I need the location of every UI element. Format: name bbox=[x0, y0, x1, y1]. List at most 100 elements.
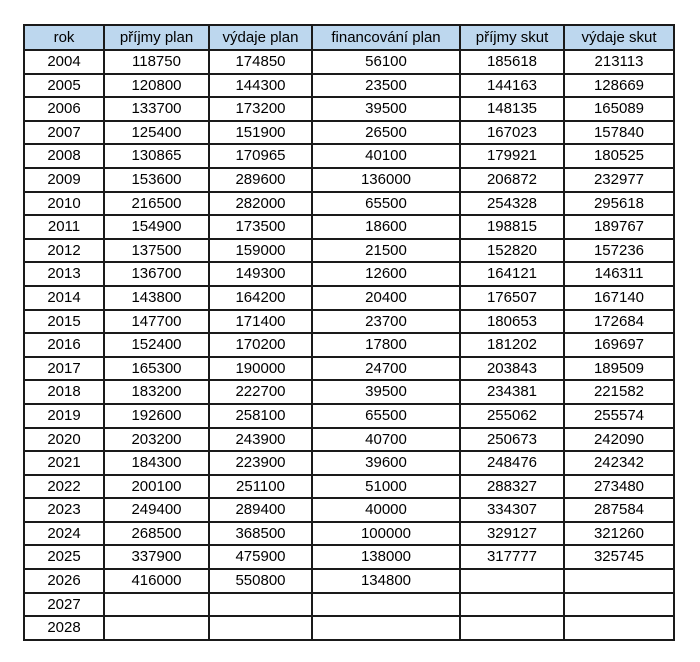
cell-financovani-plan: 23700 bbox=[311, 308, 461, 335]
header-row: rok příjmy plan výdaje plan financování … bbox=[23, 24, 675, 51]
cell-vydaje-skut: 189767 bbox=[563, 214, 675, 240]
cell-financovani-plan: 40700 bbox=[311, 426, 461, 453]
cell-prijmy-plan: 133700 bbox=[103, 96, 210, 122]
cell-vydaje-skut: 189509 bbox=[563, 355, 675, 382]
table-row: 2006 133700 173200 39500 148135 165089 bbox=[23, 96, 675, 122]
cell-vydaje-skut: 232977 bbox=[563, 166, 675, 193]
budget-table: rok příjmy plan výdaje plan financování … bbox=[23, 24, 675, 641]
cell-vydaje-skut: 167140 bbox=[563, 284, 675, 311]
cell-financovani-plan bbox=[311, 615, 461, 641]
cell-prijmy-skut bbox=[459, 591, 565, 618]
cell-prijmy-skut: 144163 bbox=[459, 72, 565, 99]
cell-prijmy-skut: 334307 bbox=[459, 497, 565, 523]
cell-prijmy-plan: 249400 bbox=[103, 497, 210, 523]
cell-prijmy-plan: 203200 bbox=[103, 426, 210, 453]
cell-vydaje-plan: 173500 bbox=[208, 214, 313, 240]
cell-vydaje-skut bbox=[563, 615, 675, 641]
cell-vydaje-plan: 258100 bbox=[208, 402, 313, 429]
cell-prijmy-plan: 337900 bbox=[103, 544, 210, 571]
cell-vydaje-skut: 273480 bbox=[563, 473, 675, 500]
cell-prijmy-plan: 136700 bbox=[103, 261, 210, 287]
column-header-vydaje-plan: výdaje plan bbox=[208, 24, 313, 51]
cell-vydaje-plan: 170965 bbox=[208, 143, 313, 169]
cell-prijmy-skut: 317777 bbox=[459, 544, 565, 571]
cell-prijmy-skut: 198815 bbox=[459, 214, 565, 240]
cell-vydaje-skut: 213113 bbox=[563, 49, 675, 75]
cell-financovani-plan: 17800 bbox=[311, 332, 461, 358]
cell-rok: 2021 bbox=[23, 450, 105, 476]
cell-prijmy-skut bbox=[459, 615, 565, 641]
cell-vydaje-plan: 159000 bbox=[208, 237, 313, 264]
table-row: 2014 143800 164200 20400 176507 167140 bbox=[23, 284, 675, 311]
cell-prijmy-plan: 183200 bbox=[103, 379, 210, 405]
cell-vydaje-plan: 171400 bbox=[208, 308, 313, 335]
cell-prijmy-plan: 125400 bbox=[103, 119, 210, 146]
cell-prijmy-skut: 255062 bbox=[459, 402, 565, 429]
column-header-prijmy-skut: příjmy skut bbox=[459, 24, 565, 51]
cell-prijmy-plan: 184300 bbox=[103, 450, 210, 476]
cell-prijmy-skut bbox=[459, 568, 565, 594]
cell-prijmy-plan: 216500 bbox=[103, 190, 210, 217]
budget-table-container: rok příjmy plan výdaje plan financování … bbox=[23, 24, 675, 641]
cell-prijmy-plan: 268500 bbox=[103, 520, 210, 547]
cell-financovani-plan: 65500 bbox=[311, 402, 461, 429]
cell-vydaje-plan: 164200 bbox=[208, 284, 313, 311]
table-row: 2009 153600 289600 136000 206872 232977 bbox=[23, 166, 675, 193]
cell-rok: 2018 bbox=[23, 379, 105, 405]
table-row: 2026 416000 550800 134800 bbox=[23, 568, 675, 594]
cell-vydaje-skut: 325745 bbox=[563, 544, 675, 571]
cell-financovani-plan: 23500 bbox=[311, 72, 461, 99]
cell-rok: 2027 bbox=[23, 591, 105, 618]
cell-prijmy-skut: 167023 bbox=[459, 119, 565, 146]
cell-vydaje-plan: 251100 bbox=[208, 473, 313, 500]
table-row: 2021 184300 223900 39600 248476 242342 bbox=[23, 450, 675, 476]
cell-prijmy-skut: 203843 bbox=[459, 355, 565, 382]
cell-prijmy-skut: 185618 bbox=[459, 49, 565, 75]
cell-prijmy-skut: 254328 bbox=[459, 190, 565, 217]
cell-financovani-plan bbox=[311, 591, 461, 618]
cell-rok: 2023 bbox=[23, 497, 105, 523]
table-row: 2011 154900 173500 18600 198815 189767 bbox=[23, 214, 675, 240]
cell-vydaje-plan: 243900 bbox=[208, 426, 313, 453]
table-header: rok příjmy plan výdaje plan financování … bbox=[23, 24, 675, 51]
cell-financovani-plan: 40000 bbox=[311, 497, 461, 523]
table-row: 2016 152400 170200 17800 181202 169697 bbox=[23, 332, 675, 358]
cell-financovani-plan: 39600 bbox=[311, 450, 461, 476]
cell-rok: 2028 bbox=[23, 615, 105, 641]
cell-prijmy-plan: 120800 bbox=[103, 72, 210, 99]
cell-rok: 2005 bbox=[23, 72, 105, 99]
column-header-vydaje-skut: výdaje skut bbox=[563, 24, 675, 51]
cell-rok: 2008 bbox=[23, 143, 105, 169]
cell-vydaje-plan: 190000 bbox=[208, 355, 313, 382]
cell-prijmy-plan: 137500 bbox=[103, 237, 210, 264]
cell-financovani-plan: 56100 bbox=[311, 49, 461, 75]
cell-vydaje-skut bbox=[563, 591, 675, 618]
cell-prijmy-plan: 152400 bbox=[103, 332, 210, 358]
cell-financovani-plan: 20400 bbox=[311, 284, 461, 311]
table-row: 2027 bbox=[23, 591, 675, 618]
cell-vydaje-plan: 174850 bbox=[208, 49, 313, 75]
cell-financovani-plan: 39500 bbox=[311, 379, 461, 405]
table-row: 2028 bbox=[23, 615, 675, 641]
cell-vydaje-skut bbox=[563, 568, 675, 594]
cell-vydaje-plan: 223900 bbox=[208, 450, 313, 476]
cell-prijmy-skut: 179921 bbox=[459, 143, 565, 169]
cell-prijmy-plan bbox=[103, 615, 210, 641]
cell-prijmy-plan: 416000 bbox=[103, 568, 210, 594]
cell-vydaje-skut: 157840 bbox=[563, 119, 675, 146]
cell-prijmy-skut: 148135 bbox=[459, 96, 565, 122]
cell-rok: 2011 bbox=[23, 214, 105, 240]
cell-vydaje-plan: 289400 bbox=[208, 497, 313, 523]
cell-vydaje-plan: 289600 bbox=[208, 166, 313, 193]
cell-vydaje-plan: 170200 bbox=[208, 332, 313, 358]
cell-prijmy-skut: 152820 bbox=[459, 237, 565, 264]
cell-prijmy-plan bbox=[103, 591, 210, 618]
table-body: 2004 118750 174850 56100 185618 213113 2005 120… bbox=[23, 49, 675, 641]
cell-financovani-plan: 134800 bbox=[311, 568, 461, 594]
cell-financovani-plan: 100000 bbox=[311, 520, 461, 547]
cell-vydaje-skut: 295618 bbox=[563, 190, 675, 217]
cell-prijmy-skut: 329127 bbox=[459, 520, 565, 547]
cell-vydaje-skut: 172684 bbox=[563, 308, 675, 335]
cell-rok: 2006 bbox=[23, 96, 105, 122]
cell-prijmy-plan: 165300 bbox=[103, 355, 210, 382]
